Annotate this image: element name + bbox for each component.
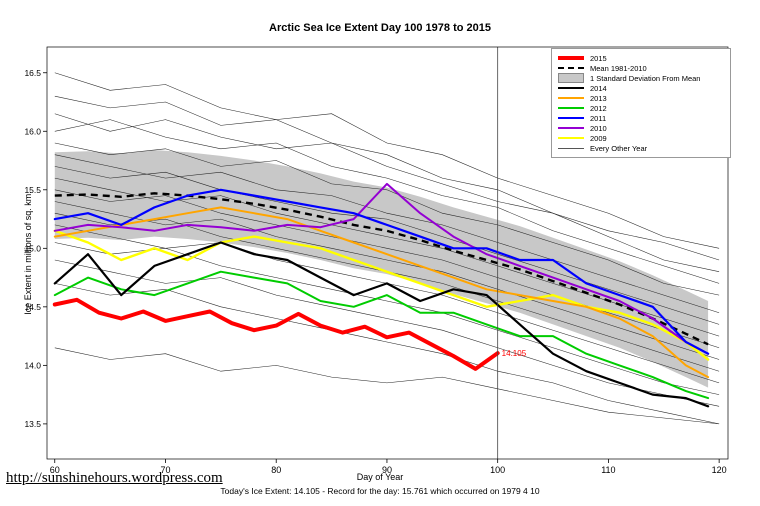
background-year-line: [54, 242, 720, 395]
y-tick-label: 16.0: [24, 126, 41, 136]
legend-label: 1 Standard Deviation From Mean: [590, 73, 701, 83]
chart-title: Arctic Sea Ice Extent Day 100 1978 to 20…: [269, 22, 491, 34]
y-axis-label: Ice Extent in millions of sq. km.: [23, 191, 33, 315]
footer-note: Today's Ice Extent: 14.105 - Record for …: [220, 486, 540, 496]
background-year-line: [54, 95, 720, 261]
legend-item: 2012: [558, 103, 724, 113]
legend-sample-swatch: [558, 97, 584, 99]
background-year-line: [54, 283, 720, 425]
series-line-2009: [53, 229, 710, 361]
y-tick-label: 13.5: [24, 419, 41, 429]
legend-label: 2015: [590, 53, 607, 63]
legend-label: 2014: [590, 83, 607, 93]
x-tick-label: 90: [382, 465, 392, 475]
x-tick-label: 120: [712, 465, 727, 475]
legend-sample-swatch: [558, 107, 584, 109]
legend-label: 2009: [590, 133, 607, 143]
legend-line-sample: [558, 97, 584, 99]
series-line-2013: [53, 206, 710, 379]
plot-border: [46, 46, 729, 460]
background-year-line: [54, 142, 720, 296]
legend-line-sample: [558, 87, 584, 89]
background-year-line: [54, 347, 720, 425]
background-year-line: [54, 72, 720, 249]
footer-url-link[interactable]: http://sunshinehours.wordpress.com: [6, 470, 223, 486]
background-year-line: [54, 166, 720, 325]
legend-sample-swatch: [558, 127, 584, 129]
x-axis-label: Day of Year: [356, 472, 404, 482]
y-tick-label: 14.0: [24, 360, 41, 370]
legend-line-sample: [558, 56, 584, 60]
series-line-2012: [53, 270, 710, 400]
legend-item: Every Other Year: [558, 143, 724, 153]
legend-item: 2009: [558, 133, 724, 143]
background-year-line: [54, 119, 720, 284]
mean-line: [54, 192, 709, 346]
background-year-line: [54, 113, 720, 272]
series-line-2015: [52, 297, 500, 371]
background-year-line: [54, 259, 720, 407]
x-tick-label: 60: [50, 465, 60, 475]
legend-item: Mean 1981-2010: [558, 63, 724, 73]
y-tick-label: 15.0: [24, 243, 41, 253]
legend-sample-swatch: [558, 87, 584, 89]
x-tick-label: 100: [490, 465, 505, 475]
legend-sample-swatch: [558, 137, 584, 139]
y-tick-label: 16.5: [24, 68, 41, 78]
background-year-line: [54, 201, 720, 360]
legend-item: 2015: [558, 53, 724, 63]
series-line-2010: [53, 182, 710, 355]
legend-sample-swatch: [558, 117, 584, 119]
legend-item: 2010: [558, 123, 724, 133]
current-extent-annotation: 14.105: [502, 349, 527, 358]
legend-sample-swatch: [558, 67, 584, 69]
legend-item: 1 Standard Deviation From Mean: [558, 73, 724, 83]
y-tick-label: 14.5: [24, 302, 41, 312]
legend-label: 2011: [590, 113, 607, 123]
legend-line-sample: [558, 147, 584, 149]
legend-line-sample: [558, 127, 584, 129]
legend-sample-swatch: [558, 147, 584, 149]
legend-item: 2014: [558, 83, 724, 93]
legend-line-sample: [558, 117, 584, 119]
legend-label: 2013: [590, 93, 607, 103]
x-tick-label: 70: [160, 465, 170, 475]
x-tick-label: 110: [601, 465, 615, 475]
series-line-2014: [53, 241, 710, 408]
legend-label: 2010: [590, 123, 607, 133]
y-tick-label: 15.5: [24, 185, 41, 195]
legend-sample-swatch: [558, 73, 584, 83]
legend-item: 2013: [558, 93, 724, 103]
legend-label: Mean 1981-2010: [590, 63, 647, 73]
background-year-line: [54, 154, 720, 313]
legend-label: Every Other Year: [590, 143, 648, 153]
series-line-2011: [53, 188, 710, 355]
legend-item: 2011: [558, 113, 724, 123]
legend-box-sample: [558, 73, 584, 83]
legend-line-sample: [558, 67, 584, 69]
x-tick-label: 80: [271, 465, 281, 475]
legend-line-sample: [558, 137, 584, 139]
legend-line-sample: [558, 107, 584, 109]
background-year-line: [54, 189, 720, 349]
legend-label: 2012: [590, 103, 607, 113]
legend-sample-swatch: [558, 56, 584, 60]
legend: 2015 Mean 1981-2010 1 Standard Deviation F…: [551, 48, 731, 158]
